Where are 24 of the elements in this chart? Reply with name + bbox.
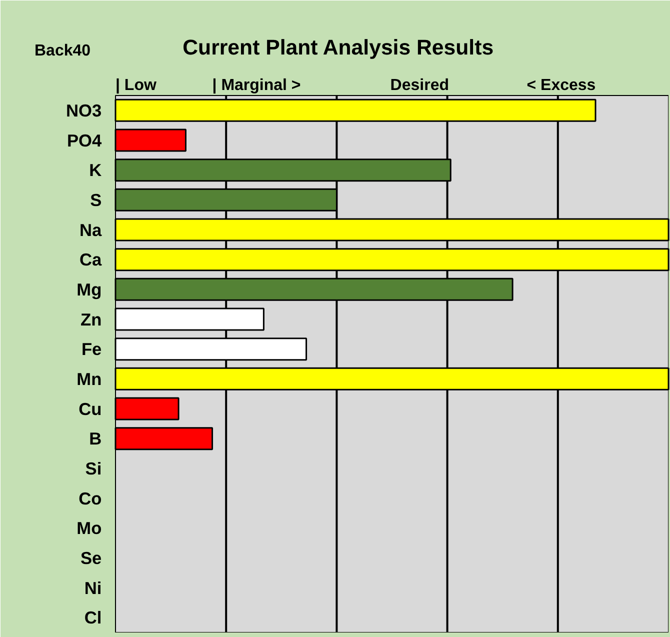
text: < Excess xyxy=(526,76,596,94)
y-tick-label: Ni xyxy=(84,578,102,598)
text: | Marginal > xyxy=(212,76,301,94)
y-tick-label: Si xyxy=(85,458,102,478)
y-tick-label: Mg xyxy=(76,279,102,300)
y-tick-label: S xyxy=(90,190,102,210)
y-tick-label: K xyxy=(89,160,102,180)
y-tick-label: B xyxy=(89,428,102,449)
y-tick-label: Cu xyxy=(78,398,102,419)
y-tick-label: Co xyxy=(78,488,102,508)
y-tick-label: Mo xyxy=(76,518,102,538)
y-tick-label: Mn xyxy=(76,368,102,389)
y-tick-label: Na xyxy=(80,220,102,240)
y-tick-label: Se xyxy=(80,548,102,568)
text: Back40 xyxy=(34,42,91,60)
y-tick-label: PO4 xyxy=(67,130,102,150)
chart-title: Current Plant Analysis Results xyxy=(182,36,494,60)
y-tick-label: Zn xyxy=(80,309,102,330)
y-tick-label: Ca xyxy=(80,250,102,270)
text: Desired xyxy=(390,76,450,94)
text: | Low xyxy=(116,76,157,94)
y-tick-label: Fe xyxy=(81,339,102,360)
y-tick-label: NO3 xyxy=(66,100,102,120)
y-tick-label: Cl xyxy=(84,608,102,628)
